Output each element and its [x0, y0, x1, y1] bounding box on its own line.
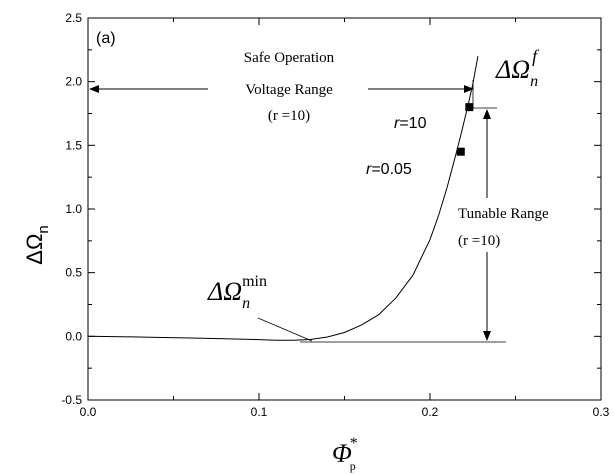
omega-min-label: ΔΩnmin	[207, 273, 267, 312]
y-tick-label: 1.0	[65, 202, 82, 216]
y-tick-label: 2.0	[65, 75, 82, 89]
omega-f-label: ΔΩnf	[495, 46, 540, 90]
y-tick-label: 0.5	[65, 266, 82, 280]
x-tick-label: 0.0	[80, 405, 97, 419]
x-tick-label: 0.1	[251, 405, 268, 419]
safe-operation-text-1: Safe Operation	[244, 50, 335, 66]
omega-min-leader-line	[257, 317, 313, 342]
safe-operation-text-3: (r =10)	[268, 108, 310, 124]
tunable-range-text-2: (r =10)	[458, 233, 500, 249]
marker-label-r10: r=10	[394, 115, 427, 132]
x-axis-label: Φp*	[332, 435, 358, 473]
safe-operation-text-2: Voltage Range	[245, 82, 333, 98]
tick-labels: 0.0 0.1 0.2 0.3-0.50.00.51.01.52.02.5	[61, 11, 609, 419]
x-tick-label: 0.3	[593, 405, 610, 419]
data-marker	[465, 103, 474, 112]
data-marker	[456, 147, 465, 156]
tunable-text-background	[455, 198, 591, 252]
panel-label: (a)	[96, 30, 116, 47]
y-tick-label: -0.5	[61, 393, 82, 407]
x-tick-label: 0.2	[422, 405, 439, 419]
tunable-range-text-1: Tunable Range	[458, 206, 549, 222]
y-tick-label: 1.5	[65, 138, 82, 152]
markers	[456, 103, 474, 156]
y-axis-label: ΔΩn	[22, 225, 52, 265]
y-tick-label: 0.0	[65, 329, 82, 343]
y-tick-label: 2.5	[65, 11, 82, 25]
safe-text-background	[208, 40, 368, 124]
marker-label-r005: r=0.05	[366, 161, 412, 178]
axis-ticks	[87, 17, 602, 401]
